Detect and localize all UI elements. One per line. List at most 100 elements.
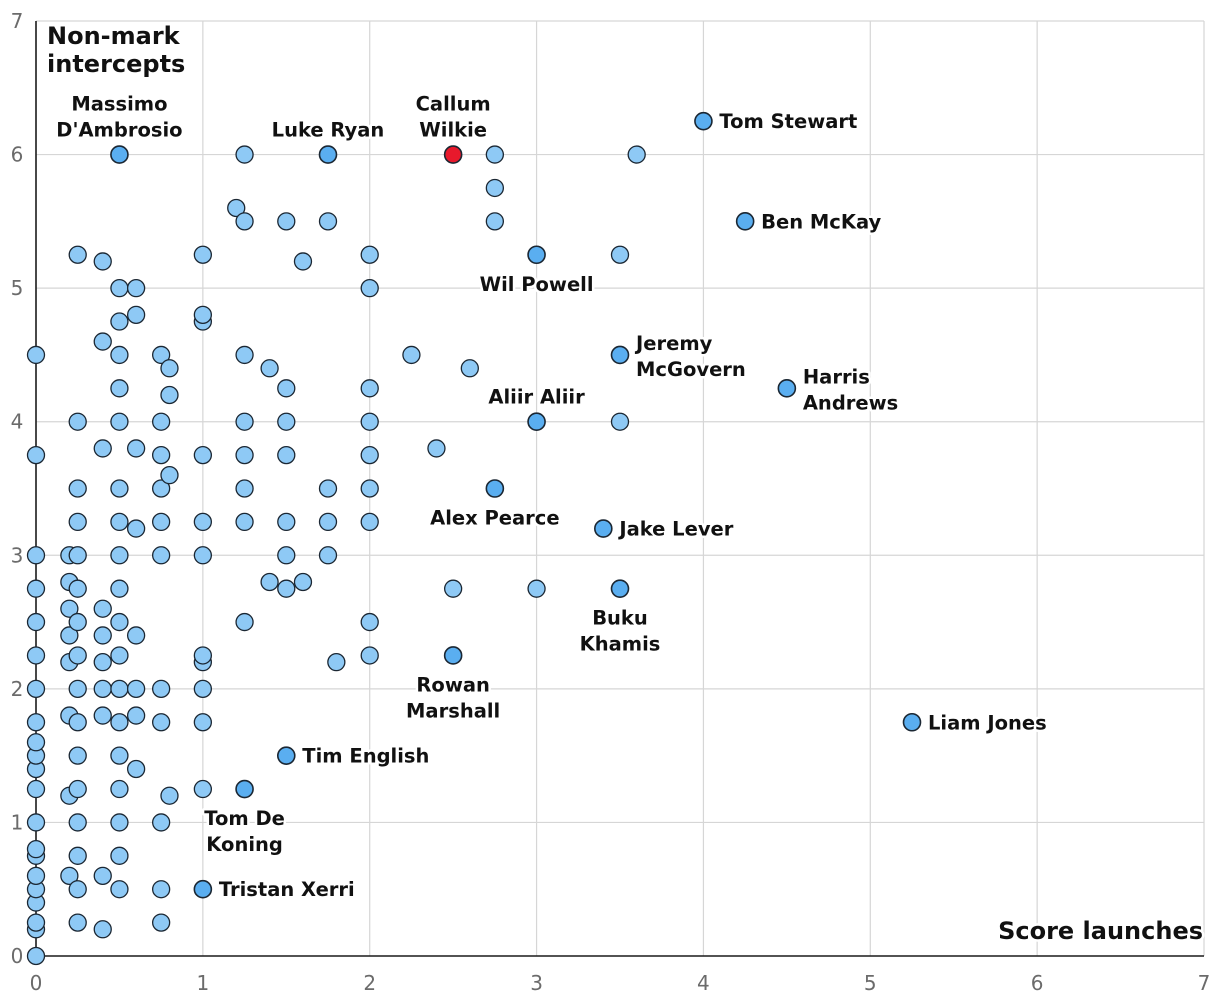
data-point	[235, 212, 254, 231]
data-point	[318, 546, 338, 565]
point-label-line: Khamis	[580, 633, 661, 656]
x-tick-label: 7	[1198, 971, 1211, 995]
data-point	[110, 846, 129, 865]
data-point	[26, 913, 46, 932]
data-point	[68, 713, 87, 732]
data-point	[260, 572, 279, 592]
data-point	[318, 212, 338, 231]
x-axis-title: Score launches	[998, 917, 1203, 945]
labelled-data-point	[777, 379, 797, 398]
data-point	[360, 412, 379, 431]
data-point	[26, 679, 46, 699]
data-point	[60, 626, 79, 645]
point-label-line: Liam Jones	[928, 711, 1047, 734]
data-point	[126, 278, 146, 298]
point-label-line: McGovern	[636, 358, 746, 381]
point-label-line: Marshall	[406, 699, 500, 722]
data-point	[110, 880, 129, 899]
data-point	[360, 245, 379, 264]
point-label-line: Luke Ryan	[272, 119, 385, 142]
data-point	[110, 713, 129, 732]
data-point	[460, 359, 479, 378]
labelled-data-point	[902, 712, 922, 732]
data-point	[277, 579, 296, 598]
data-point	[68, 779, 87, 799]
data-point	[527, 579, 546, 598]
x-tick-label: 2	[363, 971, 376, 995]
labelled-data-point	[527, 245, 546, 265]
data-point	[360, 479, 379, 498]
data-point	[110, 813, 129, 832]
axis-titles: Non-mark intercepts Score launches	[45, 20, 1206, 948]
point-label-line: Ben McKay	[761, 210, 881, 233]
data-point	[360, 612, 379, 632]
point-label-line: Jeremy	[634, 332, 713, 355]
data-point	[68, 913, 87, 932]
data-point	[68, 579, 87, 598]
point-label: Alex Pearce	[430, 507, 559, 530]
data-point	[318, 512, 338, 532]
data-point	[627, 145, 646, 164]
data-point	[68, 479, 87, 498]
data-point	[443, 579, 463, 598]
data-point	[110, 379, 129, 398]
data-point	[68, 412, 87, 431]
grid-lines	[36, 20, 1205, 956]
point-label-line: Buku	[592, 607, 648, 630]
data-point	[360, 278, 379, 298]
data-point	[26, 345, 46, 365]
data-point	[93, 652, 112, 672]
data-point	[126, 626, 146, 645]
y-tick-label: 1	[11, 810, 24, 834]
data-point	[126, 759, 146, 779]
y-tick-label: 4	[11, 410, 24, 434]
data-point	[126, 439, 146, 458]
data-point	[260, 359, 279, 378]
data-point	[126, 679, 146, 699]
data-point	[485, 212, 505, 231]
data-point	[151, 679, 171, 699]
data-point	[110, 278, 129, 298]
data-point	[193, 713, 213, 732]
point-label-line: D'Ambrosio	[56, 119, 182, 142]
point-label: Callum Wilkie	[416, 93, 491, 142]
data-point	[151, 880, 171, 899]
labelled-data-point	[110, 145, 129, 164]
y-tick-label: 0	[11, 944, 24, 968]
data-point	[93, 920, 112, 939]
data-point	[293, 572, 313, 592]
data-point	[360, 379, 379, 398]
data-point	[360, 512, 379, 532]
y-axis-title-line-1: Non-mark	[47, 22, 181, 50]
point-label: Jake Lever	[617, 518, 733, 541]
data-point	[193, 779, 213, 799]
labelled-data-point	[443, 646, 463, 665]
y-tick-label: 3	[11, 543, 24, 567]
point-label: Tom De Koning	[204, 807, 285, 856]
data-point	[427, 439, 446, 458]
point-label-line: Aliir Aliir	[488, 386, 585, 409]
data-point	[60, 866, 79, 886]
data-point	[26, 813, 46, 832]
data-point	[293, 252, 313, 271]
data-point	[93, 332, 112, 351]
data-point	[235, 145, 254, 164]
data-point	[193, 512, 213, 532]
point-label: Luke Ryan	[272, 119, 385, 142]
point-label-line: Koning	[206, 833, 283, 856]
y-axis-title: Non-mark intercepts	[47, 22, 188, 78]
data-point	[277, 379, 296, 398]
point-label: Buku Khamis	[580, 607, 661, 656]
data-point	[93, 252, 112, 271]
labelled-data-point	[276, 746, 296, 765]
data-point	[610, 245, 630, 264]
data-point	[110, 345, 129, 365]
data-point	[402, 345, 421, 365]
data-point	[277, 512, 296, 532]
data-point	[110, 579, 129, 598]
labelled-data-point	[527, 412, 546, 432]
labelled-data-point	[485, 479, 505, 498]
y-tick-label: 7	[11, 9, 24, 33]
data-point	[235, 445, 254, 465]
labelled-data-point	[235, 779, 254, 799]
